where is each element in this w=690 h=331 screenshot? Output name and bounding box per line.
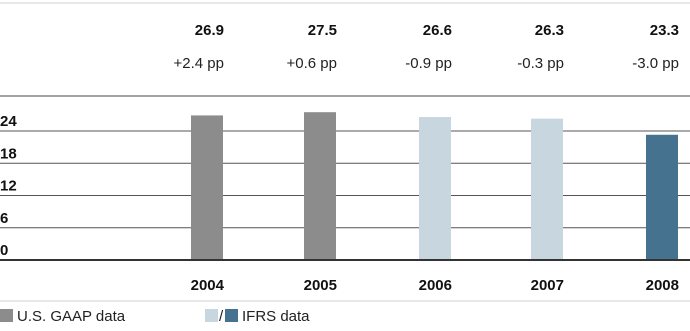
- bars: [191, 112, 678, 261]
- legend-separator: /: [219, 308, 224, 325]
- value-label: 27.5: [308, 22, 337, 39]
- legend-swatch-ifrs-light: [205, 309, 218, 322]
- bar-2007: [531, 118, 563, 260]
- legend-label-gaap: U.S. GAAP data: [17, 308, 126, 325]
- legend-swatch-ifrs-dark: [225, 309, 238, 322]
- value-label: 26.6: [423, 22, 452, 39]
- value-label: 26.9: [195, 22, 224, 39]
- y-tick-label: 24: [0, 113, 17, 130]
- change-labels: +2.4 pp +0.6 pp -0.9 pp -0.3 pp -3.0 pp: [174, 55, 679, 72]
- legend-label-ifrs: IFRS data: [242, 308, 310, 325]
- value-label: 26.3: [535, 22, 564, 39]
- value-labels: 26.9 27.5 26.6 26.3 23.3: [195, 22, 679, 39]
- change-label: -0.9 pp: [405, 55, 452, 72]
- change-label: -0.3 pp: [517, 55, 564, 72]
- legend-swatch-gaap: [0, 309, 13, 322]
- legend: U.S. GAAP data / IFRS data: [0, 308, 310, 325]
- bar-2004: [191, 115, 223, 260]
- x-tick-label: 2005: [304, 277, 337, 294]
- bar-2005: [304, 112, 336, 260]
- value-label: 23.3: [650, 22, 679, 39]
- x-tick-label: 2008: [646, 277, 679, 294]
- y-tick-label: 18: [0, 145, 17, 162]
- y-tick-label: 6: [0, 210, 8, 227]
- x-tick-label: 2006: [419, 277, 452, 294]
- y-tick-label: 12: [0, 178, 17, 195]
- bar-2006: [419, 117, 451, 261]
- bar-2008: [646, 134, 678, 260]
- change-label: +0.6 pp: [287, 55, 337, 72]
- y-tick-label: 0: [0, 242, 8, 259]
- x-tick-label: 2007: [531, 277, 564, 294]
- y-axis-ticks: 24 18 12 6 0: [0, 113, 17, 259]
- change-label: -3.0 pp: [632, 55, 679, 72]
- grid-lines: [0, 130, 690, 229]
- x-axis-ticks: 2004 2005 2006 2007 2008: [191, 277, 679, 294]
- change-label: +2.4 pp: [174, 55, 224, 72]
- x-tick-label: 2004: [191, 277, 225, 294]
